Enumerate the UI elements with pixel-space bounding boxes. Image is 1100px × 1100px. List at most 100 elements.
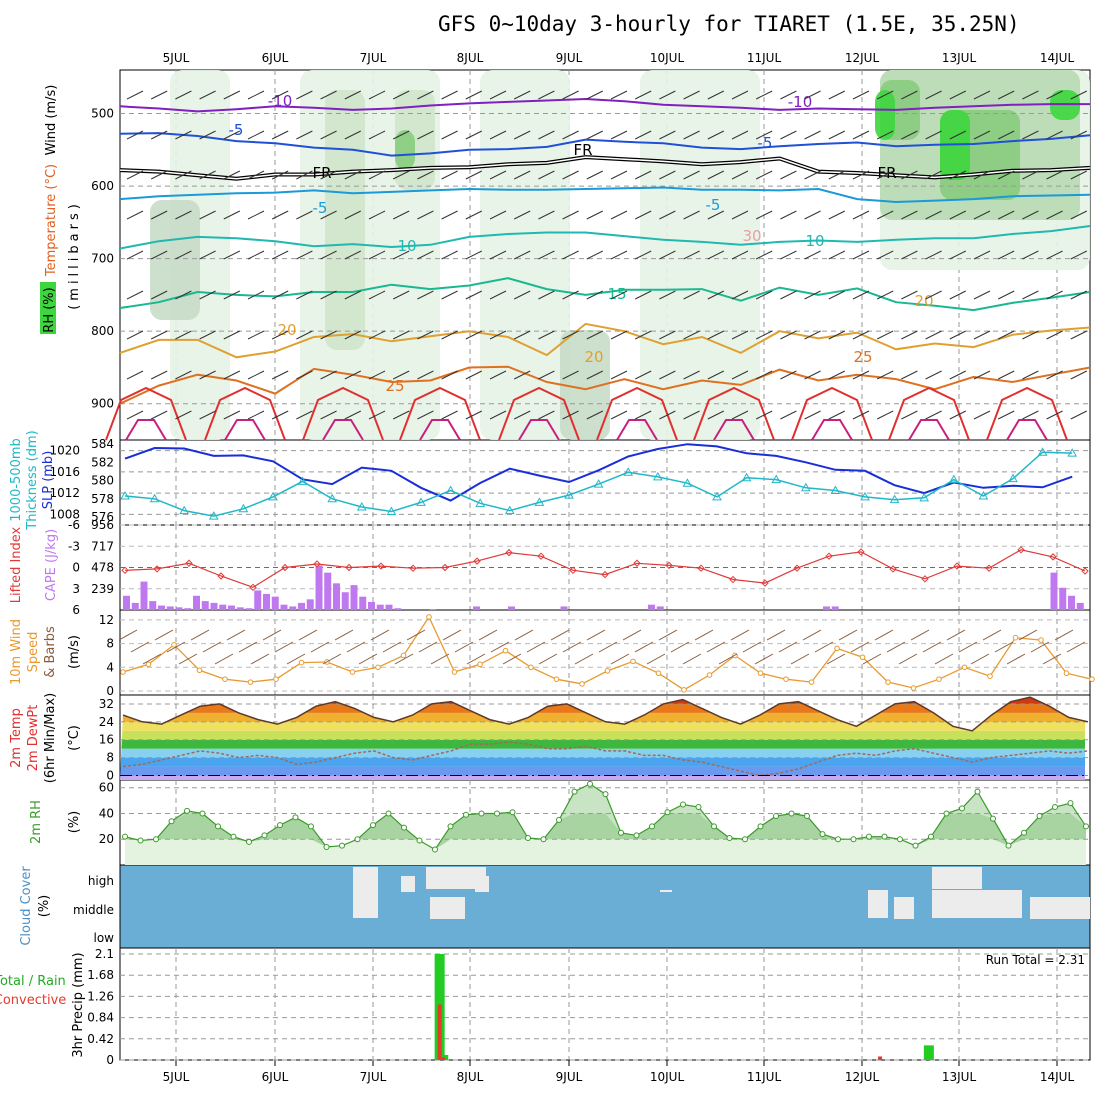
wind-barb (634, 130, 652, 140)
pressure-tick: 700 (91, 252, 114, 266)
precip-tick: 0.42 (87, 1032, 114, 1046)
wind-barb (465, 330, 483, 340)
wind-barb (973, 370, 991, 380)
cape-tick: 239 (91, 582, 114, 596)
wind-barb (392, 210, 410, 220)
surface-temperature-contour (811, 419, 853, 441)
cape-bar (271, 596, 279, 610)
surface-wind-barb (706, 641, 726, 653)
lifted-index-marker (761, 579, 769, 587)
wind-barb (755, 250, 773, 260)
rh-marker (587, 780, 593, 787)
lifted-index-marker (665, 561, 673, 570)
surface-wind-barb (322, 653, 342, 665)
wind-barb (828, 90, 846, 100)
wind-barb (997, 210, 1015, 220)
rh-marker (912, 842, 919, 849)
wind-barb (1070, 130, 1088, 140)
precip-total-axis-label: Total / Rain (0, 974, 66, 989)
wind-barb (973, 210, 991, 220)
rh-marker (974, 788, 981, 795)
surface-temperature-contour (322, 419, 364, 441)
wind-barb (1070, 370, 1088, 380)
wind-barb (901, 370, 918, 380)
date-label-top: 14JUL (1040, 51, 1075, 65)
wind-barb (1070, 290, 1088, 300)
surface-wind-barb (730, 629, 750, 641)
wind-barb (126, 410, 144, 420)
wind-speed-marker (630, 658, 636, 665)
wind-speed-marker (1089, 676, 1095, 682)
wind-barb (344, 330, 362, 340)
cape-bar (315, 565, 323, 610)
lifted-index-tick: -3 (68, 539, 80, 553)
thickness-marker (534, 497, 545, 506)
wind-barb (344, 370, 362, 380)
surface-wind-barb (886, 641, 906, 653)
wind-barb (852, 130, 870, 140)
wind-barb (828, 290, 846, 300)
thickness-marker (297, 476, 308, 485)
thickness-marker (564, 490, 574, 499)
thickness-marker (149, 493, 160, 503)
wind-barb (901, 330, 918, 340)
date-label-bottom: 14JUL (1040, 1070, 1075, 1084)
wind-barb (296, 130, 313, 140)
surface-temperature-contour (224, 419, 266, 441)
date-label-top: 6JUL (262, 51, 289, 65)
temperature-contour (119, 132, 1091, 157)
wind-barb (707, 290, 725, 300)
wind-barb (1022, 290, 1039, 300)
rh-marker (292, 814, 299, 821)
cloud-cover-block (426, 867, 486, 889)
surface-wind-barb (802, 629, 822, 641)
cape-tick: 717 (91, 539, 114, 553)
wind-barb (489, 130, 507, 140)
wind-barb (489, 90, 507, 100)
surface-wind-barb (850, 641, 870, 653)
wind-barb (901, 290, 918, 300)
rh-marker (742, 836, 748, 843)
wind-barb (223, 330, 241, 340)
thickness-marker (327, 493, 338, 503)
rh-marker (819, 831, 826, 838)
temp2m-axis-label: 2m Temp (9, 708, 24, 768)
rh-shading (325, 90, 365, 350)
wind-barb (223, 170, 241, 180)
date-label-bottom: 9JUL (556, 1070, 583, 1084)
wind-barb (150, 250, 168, 260)
wind-barb (949, 130, 967, 140)
contour-label: FR (877, 164, 896, 182)
lifted-index-marker (537, 552, 545, 560)
lifted-index-marker (729, 575, 737, 584)
wind-speed-marker (757, 670, 764, 677)
wind-barb (1022, 410, 1039, 420)
contour-label: 10 (805, 232, 824, 250)
wind-barb (538, 130, 555, 140)
wind-barb (804, 290, 821, 300)
surface-wind-barb (718, 653, 738, 665)
wind-barb (247, 130, 265, 140)
wind-barb (1070, 330, 1088, 340)
lifted-index-tick: 6 (72, 603, 80, 617)
wind-barb (586, 250, 604, 260)
rh-marker (897, 836, 903, 843)
cape-bar (131, 602, 139, 610)
surface-wind-barb (814, 641, 834, 653)
wind-barb (586, 290, 604, 300)
wind-barb (683, 130, 700, 140)
surface-temperature-contour (204, 386, 286, 441)
wind-barb (925, 210, 942, 220)
wind-barb (199, 410, 216, 420)
wind-speed-marker (910, 685, 917, 691)
surface-wind-barb (946, 629, 966, 641)
wind-barb (586, 170, 604, 180)
surface-temperature-contour (302, 386, 384, 441)
wind-barb (562, 330, 579, 340)
wind-barb (296, 210, 313, 220)
rh-area-low (125, 839, 1086, 865)
wind-barb (925, 130, 942, 140)
wind-barb (1022, 130, 1039, 140)
surface-wind-barb (142, 653, 162, 665)
rh-marker (230, 833, 237, 840)
